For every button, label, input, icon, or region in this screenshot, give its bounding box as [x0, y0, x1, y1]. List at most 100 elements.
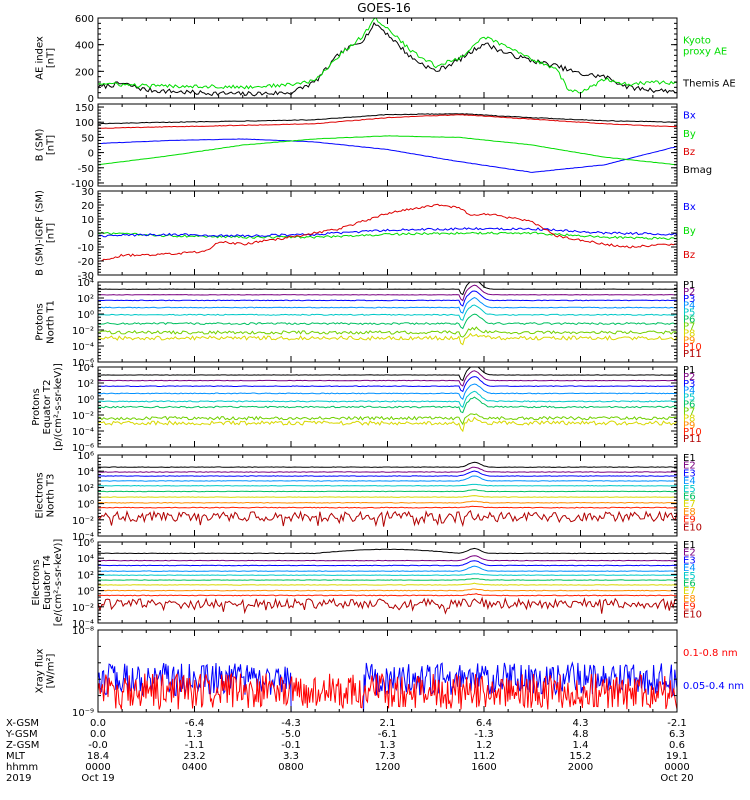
xaxis-value: 2.1 — [380, 718, 396, 729]
series-en-e7 — [98, 495, 677, 498]
xaxis-value: 15.2 — [569, 751, 591, 762]
ylabel-ee: Equator T4 — [42, 555, 53, 610]
ytick-label-bsm: -100 — [71, 179, 94, 190]
xaxis-row-label: X-GSM — [6, 718, 39, 729]
series-en-e10 — [98, 509, 677, 528]
series-en-e1 — [98, 461, 677, 468]
series-pe-p6 — [98, 396, 677, 414]
series-en-e9 — [98, 505, 677, 509]
panel-bigrf: -30 -20 -10 0 10 20 30 B (SM)-IGRF (SM) [nT] Bx By… — [35, 187, 696, 282]
panel-bsm-series — [98, 113, 677, 173]
ylabel-pn: North T1 — [46, 300, 57, 344]
legend-pe-p8: P8 — [683, 413, 695, 424]
ylabel-ae: [nT] — [46, 48, 57, 68]
legend-pe-p4: P4 — [683, 386, 695, 397]
xaxis-row-label: hhmm — [6, 762, 38, 773]
legend-pn-p1: P1 — [683, 280, 695, 291]
xaxis-value: 2000 — [568, 762, 593, 773]
ytick-label-xray: 10⁻⁹ — [72, 708, 94, 719]
xaxis-value: -1.3 — [474, 729, 494, 740]
legend-ee-e7: E7 — [683, 586, 696, 597]
series-en-e8 — [98, 500, 677, 504]
legend-pn-p11: P11 — [683, 349, 702, 360]
ytick-label-bigrf: -30 — [78, 271, 94, 282]
series-en-e5 — [98, 483, 677, 487]
legend-pe-p7: P7 — [683, 406, 695, 417]
ytick-label-ae: 200 — [75, 67, 94, 78]
ytick-label-en: 10⁻⁴ — [72, 532, 94, 543]
ytick-label-pe: 10⁻⁴ — [72, 427, 94, 438]
xaxis-value: 0400 — [182, 762, 207, 773]
xaxis-value: 0000 — [664, 762, 689, 773]
x-axis-table: X-GSMY-GSMZ-GSMMLThhmm20190.00.0-0.018.4… — [5, 718, 694, 784]
ylabel-pe: Protons — [31, 388, 42, 425]
series-pe-p3 — [98, 376, 677, 393]
series-pn-p3 — [98, 290, 677, 307]
ytick-label-ae: 400 — [75, 41, 94, 52]
legend-pe-p1: P1 — [683, 365, 695, 376]
legend-bigrf-by: By — [683, 226, 696, 237]
legend-bigrf-bz: Bz — [683, 250, 695, 261]
xaxis-value: 4.8 — [573, 729, 589, 740]
series-bigrf-bx — [98, 227, 677, 238]
ylabel-ee: [e/(cm²-s-sr-keV)] — [53, 539, 64, 627]
legend-bsm-bz: Bz — [683, 147, 695, 158]
ytick-label-ee: 10⁻² — [72, 603, 94, 614]
series-ee-e9 — [98, 593, 677, 597]
series-ee-e4 — [98, 565, 677, 572]
legend-ee-e5: E5 — [683, 571, 696, 582]
ytick-label-ee: 10⁴ — [77, 554, 94, 565]
ytick-label-pe: 10⁴ — [77, 363, 94, 374]
panel-pn-frame — [97, 281, 678, 363]
ylabel-ae: AE index — [35, 36, 46, 80]
xaxis-value: 1600 — [471, 762, 496, 773]
ytick-label-bigrf: 30 — [81, 187, 94, 198]
legend-ee-e9: E9 — [683, 602, 696, 613]
xaxis-value: -5.0 — [281, 729, 301, 740]
series-pn-p6 — [98, 313, 677, 330]
panel-pe-series — [98, 367, 677, 433]
legend-en-e2: E2 — [683, 461, 696, 472]
series-bsm-by — [98, 135, 677, 166]
xaxis-value: 0.0 — [90, 729, 106, 740]
xaxis-value: Oct 19 — [81, 773, 114, 784]
series-pe-p4 — [98, 383, 677, 401]
legend-ae-themis-ae: Themis AE — [682, 79, 736, 90]
legend-bsm-by: By — [683, 129, 696, 140]
series-xray-0-05-0-4-nm — [98, 661, 677, 712]
legend-en-e5: E5 — [683, 484, 696, 495]
series-bigrf-by — [98, 231, 677, 240]
xaxis-row-label: 2019 — [6, 773, 31, 784]
ytick-label-pn: 10⁻⁴ — [72, 342, 94, 353]
legend-en-e7: E7 — [683, 499, 696, 510]
ylabel-en: North T3 — [46, 474, 57, 518]
xaxis-value: 11.2 — [473, 751, 495, 762]
panel-ee-frame — [97, 541, 678, 624]
xaxis-value: -0.0 — [88, 740, 108, 751]
ylabel-bsm: B (SM) — [35, 128, 46, 161]
legend-en-e4: E4 — [683, 476, 696, 487]
series-en-e3 — [98, 470, 677, 477]
legend-ee-e8: E8 — [683, 594, 696, 605]
series-en-e6 — [98, 489, 677, 493]
series-pe-p7 — [98, 413, 677, 426]
ytick-label-ee: 10⁰ — [77, 587, 94, 598]
series-bigrf-bz — [98, 203, 677, 262]
series-ee-e3 — [98, 560, 677, 567]
xaxis-value: -2.1 — [667, 718, 687, 729]
legend-xray-0-1-0-8-nm: 0.1-0.8 nm — [683, 648, 738, 659]
ylabel-xray: [W/m²] — [46, 653, 57, 688]
ytick-label-bigrf: 0 — [88, 229, 94, 240]
legend-pn-p9: P9 — [683, 335, 695, 346]
series-en-e2 — [98, 466, 677, 473]
ylabel-bigrf: [nT] — [46, 223, 57, 243]
ytick-label-bigrf: 20 — [81, 201, 94, 212]
ytick-label-bsm: -50 — [78, 164, 94, 175]
legend-ee-e6: E6 — [683, 579, 696, 590]
legend-pn-p7: P7 — [683, 321, 695, 332]
ytick-label-pn: 10⁴ — [77, 278, 94, 289]
ytick-label-en: 10⁰ — [77, 500, 94, 511]
ylabel-bsm: [nT] — [46, 135, 57, 155]
series-ee-e8 — [98, 588, 677, 592]
